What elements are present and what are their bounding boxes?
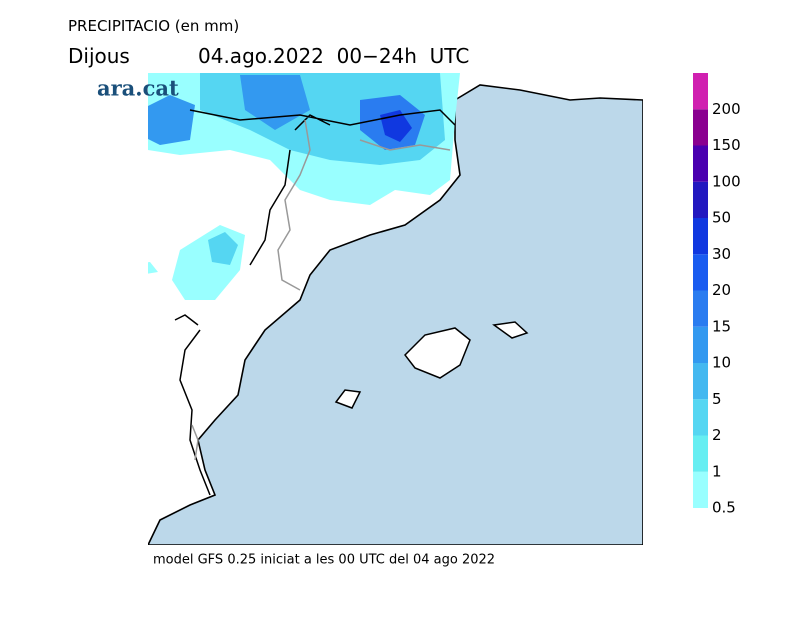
border [174,109,456,496]
legend-label: 0.5 [712,499,736,517]
title: PRECIPITACIO (en mm) [68,17,240,35]
legend-swatch [693,435,708,472]
legend-swatch [693,109,708,146]
sea [148,84,643,545]
logo: ara.cat [97,76,179,101]
legend-swatch [693,326,708,363]
legend-swatch [693,218,708,255]
day: Dijous [68,44,130,68]
legend-swatch [693,181,708,218]
legend-label: 2 [712,426,722,444]
island [334,389,362,409]
legend-label: 200 [712,100,741,118]
legend-swatch [693,399,708,436]
legend-label: 10 [712,354,731,372]
legend-label: 50 [712,209,731,227]
legend-label: 1 [712,462,722,480]
legend-swatch [693,73,708,110]
legend-label: 100 [712,172,741,190]
map-area [148,73,643,545]
legend-swatch [693,145,708,182]
date: 04.ago.2022 00−24h UTC [198,44,470,68]
legend-swatch [693,254,708,291]
legend-label: 15 [712,317,731,335]
legend-label: 20 [712,281,731,299]
legend-swatch [693,363,708,400]
legend-label: 150 [712,136,741,154]
region-border [191,119,451,461]
footer: model GFS 0.25 iniciat a les 00 UTC del … [153,553,495,568]
island [404,327,471,379]
legend-label: 30 [712,245,731,263]
legend-swatch [693,290,708,327]
legend-swatch [693,471,708,508]
island [492,321,529,339]
legend-label: 5 [712,390,722,408]
